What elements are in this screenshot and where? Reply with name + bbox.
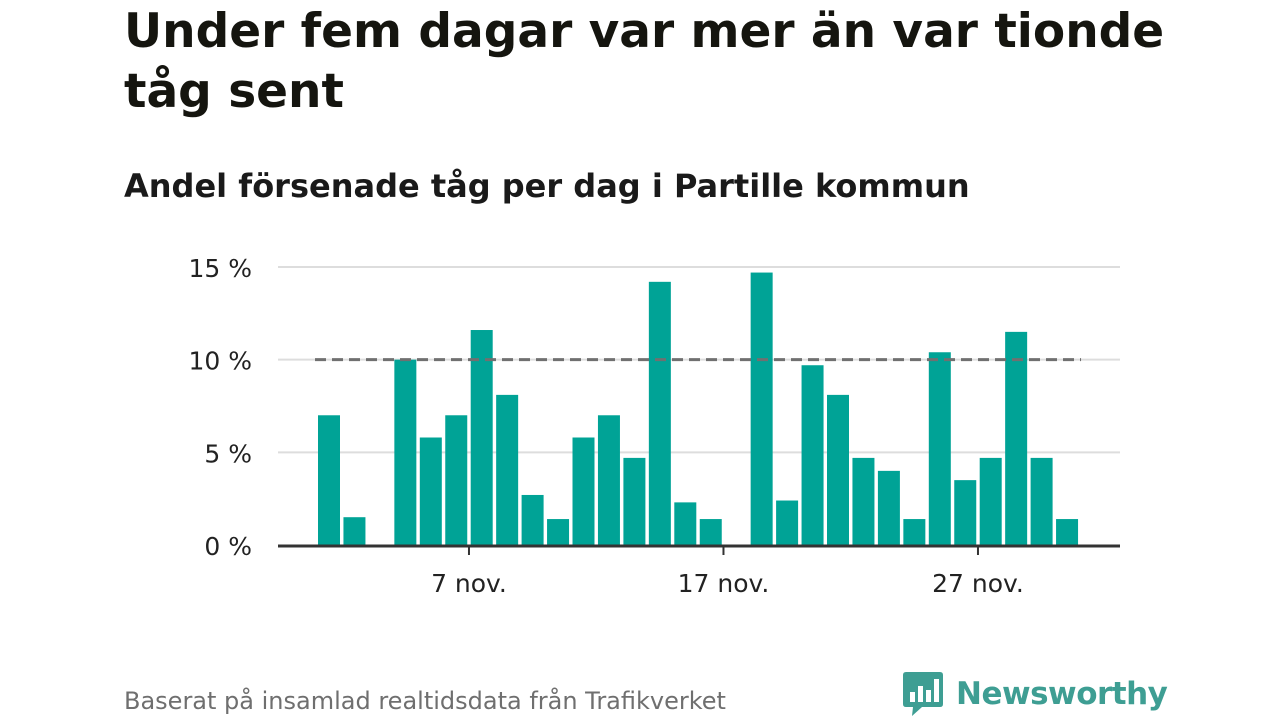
bar xyxy=(674,502,697,545)
bar-chart: 0 % 5 % 10 % 15 % 7 nov. 17 nov. 27 nov. xyxy=(188,254,1120,598)
bar xyxy=(979,457,1002,545)
y-axis-labels: 0 % 5 % 10 % 15 % xyxy=(188,254,252,561)
brand-logo: Newsworthy xyxy=(902,670,1168,718)
bar xyxy=(496,394,519,545)
bar xyxy=(903,519,926,545)
bar xyxy=(597,415,620,545)
bar xyxy=(470,330,493,545)
chart-title: Under fem dagar var mer än var tionde tå… xyxy=(124,4,1165,119)
bar xyxy=(623,457,646,545)
bar xyxy=(699,519,722,545)
chart-subtitle: Andel försenade tåg per dag i Partille k… xyxy=(124,167,970,205)
bar xyxy=(928,352,951,545)
bar xyxy=(1056,519,1079,545)
bar xyxy=(801,365,824,545)
y-tick-label: 10 % xyxy=(188,347,252,376)
bar xyxy=(1030,457,1053,545)
x-axis: 7 nov. 17 nov. 27 nov. xyxy=(278,544,1120,598)
bar xyxy=(547,519,570,545)
x-tick-label: 27 nov. xyxy=(932,569,1024,598)
bar xyxy=(877,470,900,545)
bar xyxy=(318,415,340,545)
y-tick-label: 0 % xyxy=(204,532,252,561)
bar xyxy=(776,500,799,545)
bar xyxy=(648,281,671,545)
y-tick-label: 15 % xyxy=(188,254,252,283)
brand-name: Newsworthy xyxy=(956,676,1168,712)
bar xyxy=(1005,331,1028,545)
x-tick-label: 17 nov. xyxy=(678,569,770,598)
chart-speech-bubble-icon xyxy=(903,672,943,716)
bar xyxy=(419,437,442,545)
bar xyxy=(343,517,366,545)
y-tick-label: 5 % xyxy=(204,439,252,468)
bar xyxy=(394,359,417,545)
bar xyxy=(852,457,875,545)
x-tick-label: 7 nov. xyxy=(431,569,507,598)
bars xyxy=(318,272,1079,545)
bar xyxy=(521,494,544,545)
bar xyxy=(750,272,773,545)
bar xyxy=(572,437,595,545)
bar xyxy=(445,415,468,545)
bar xyxy=(954,480,977,545)
source-note: Baserat på insamlad realtidsdata från Tr… xyxy=(124,687,726,715)
bar xyxy=(827,394,849,545)
